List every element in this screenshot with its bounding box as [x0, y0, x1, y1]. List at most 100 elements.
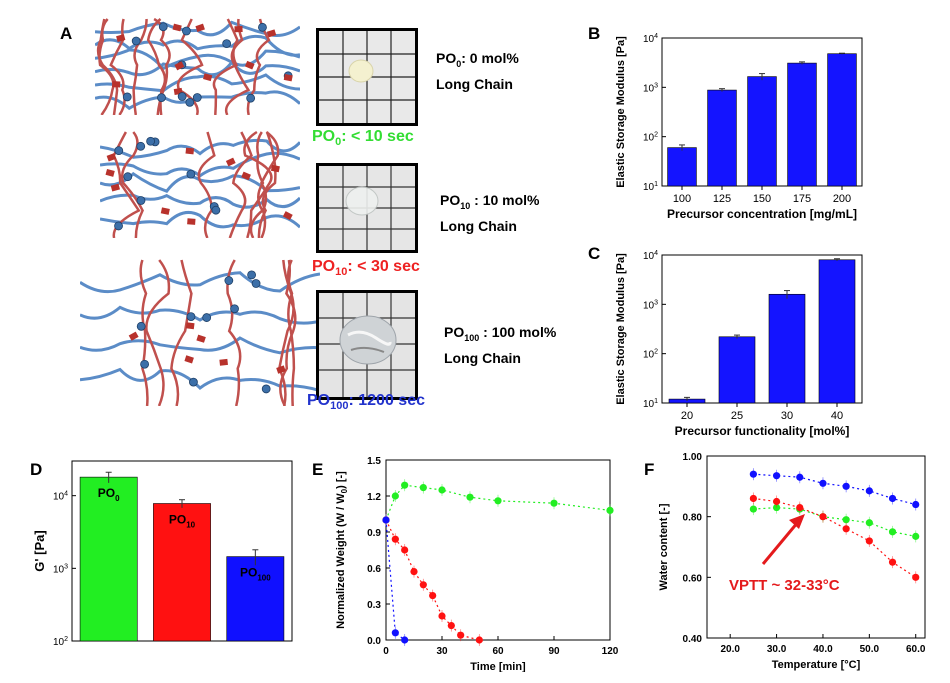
y-tick-label: 0.80 — [683, 513, 703, 524]
chart-d: 102 103 104 PO0 PO10 PO100 G' [Pa] — [32, 460, 293, 648]
data-point — [410, 568, 418, 576]
data-point — [606, 506, 614, 514]
red-chain — [132, 18, 148, 115]
y-tick-label: 102 — [643, 349, 658, 361]
reactive-group — [270, 164, 280, 173]
reactive-group — [266, 29, 277, 38]
data-point — [842, 482, 850, 490]
bar — [667, 147, 697, 187]
red-chain — [259, 130, 280, 238]
bar — [718, 336, 756, 404]
reactive-group — [112, 81, 121, 88]
caption-po10: PO10 : 10 mol% Long Chain — [440, 192, 540, 234]
crosslink-node — [182, 26, 191, 36]
x-tick-label: 100 — [673, 193, 691, 205]
reactive-group — [116, 34, 126, 42]
x-axis-label: Temperature [°C] — [772, 659, 861, 671]
data-point — [796, 503, 804, 512]
reactive-group — [195, 23, 205, 32]
panel-a-letter: A — [60, 24, 73, 43]
crosslink-node — [136, 141, 146, 151]
x-tick-label: 25 — [731, 410, 743, 422]
data-point — [550, 499, 558, 507]
reactive-group — [128, 331, 139, 341]
data-point — [842, 525, 850, 533]
data-point — [382, 516, 390, 524]
x-tick-label: 60.0 — [906, 644, 926, 655]
data-point — [749, 494, 757, 503]
data-point — [912, 573, 920, 581]
bar — [226, 556, 285, 642]
crosslink-node — [158, 22, 168, 32]
bar — [787, 62, 817, 187]
x-tick-label: 20 — [681, 410, 693, 422]
reactive-group — [234, 26, 243, 33]
y-tick-label: 1.2 — [367, 492, 381, 503]
crosslink-node — [189, 377, 198, 387]
y-tick-label: 101 — [643, 398, 658, 410]
blue-chain — [95, 60, 300, 77]
y-axis-label: Elastic Storage Modulus [Pa] — [615, 36, 627, 188]
bar — [747, 76, 777, 187]
x-tick-label: 30.0 — [767, 644, 787, 655]
annotation-arrow-head — [789, 514, 805, 529]
red-chain — [243, 130, 273, 238]
x-tick-label: 90 — [548, 646, 560, 657]
data-point — [419, 581, 427, 589]
caption-po100: PO100 : 100 mol% Long Chain — [444, 324, 557, 366]
crosslink-node — [202, 313, 212, 322]
y-tick-label: 0.0 — [367, 636, 381, 647]
annotation-arrow-shaft — [761, 521, 800, 565]
caption-po0: PO0: 0 mol% Long Chain — [436, 50, 519, 92]
x-axis-label: Precursor functionality [mol%] — [675, 424, 850, 438]
network-schematic-po100 — [80, 259, 320, 406]
reactive-group — [106, 153, 117, 162]
hydrogel-photo-po10 — [316, 163, 418, 253]
data-point — [494, 497, 502, 505]
crosslink-node — [177, 92, 187, 101]
y-tick-label: 103 — [53, 563, 68, 575]
crosslink-node — [131, 36, 141, 46]
y-axis-label: G' [Pa] — [32, 530, 47, 571]
data-point — [749, 505, 757, 513]
x-tick-label: 50.0 — [860, 644, 880, 655]
data-point — [772, 503, 781, 512]
y-tick-label: 103 — [643, 299, 658, 311]
crosslink-node — [230, 304, 239, 314]
panel-e-letter: E — [312, 460, 324, 479]
data-point — [401, 481, 409, 489]
panel-c-letter: C — [588, 244, 601, 263]
reactive-group — [244, 60, 255, 70]
data-point — [772, 472, 781, 480]
data-point — [819, 513, 827, 521]
y-tick-label: 1.5 — [367, 456, 381, 467]
y-tick-label: 104 — [643, 250, 658, 262]
hydrogel-photo-po100 — [316, 290, 418, 400]
panel-f-letter: F — [644, 460, 655, 479]
reactive-group — [283, 73, 293, 82]
reactive-group — [185, 147, 195, 155]
blue-chain — [80, 305, 320, 325]
crosslink-node — [258, 22, 267, 32]
y-tick-label: 1.00 — [683, 452, 703, 463]
reactive-group — [241, 171, 251, 181]
reactive-group — [160, 207, 170, 215]
y-tick-label: 101 — [643, 181, 658, 193]
crosslink-node — [211, 205, 221, 215]
crosslink-node — [114, 221, 123, 231]
crosslink-node — [146, 136, 156, 146]
series-line — [753, 497, 917, 578]
bar — [818, 259, 856, 404]
red-chain — [279, 259, 297, 406]
grid-photo — [319, 166, 415, 250]
chart-e: 0.0 0.3 0.6 0.9 1.2 1.5 0 30 60 90 120 Time [min] No… — [335, 456, 619, 672]
reactive-group — [282, 211, 293, 221]
red-chain — [170, 259, 193, 406]
blue-chain — [95, 73, 300, 93]
data-point — [912, 500, 920, 509]
gelation-time-po0: PO0: < 10 sec — [312, 128, 414, 149]
red-chain — [249, 131, 265, 238]
network-schematic-po10 — [100, 130, 300, 238]
bar-label: PO100 — [240, 566, 271, 583]
y-tick-label: 0.6 — [367, 564, 381, 575]
